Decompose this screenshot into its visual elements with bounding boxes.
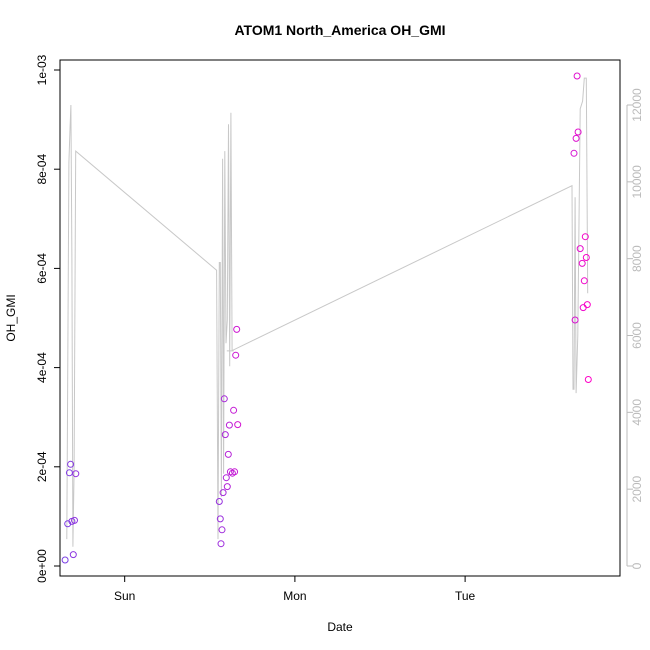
x-tick-label: Tue (455, 589, 476, 603)
data-point (573, 72, 581, 80)
data-point (576, 245, 584, 253)
points-layer (61, 72, 592, 564)
data-point (570, 149, 578, 157)
x-axis-label: Date (327, 620, 353, 634)
y-tick-label: 2e-04 (35, 451, 49, 482)
altitude-line-layer (66, 77, 589, 547)
data-point (583, 301, 591, 309)
data-point (584, 376, 592, 383)
right-axis-tick-label: 12000 (630, 88, 644, 122)
data-point (571, 316, 579, 324)
right-axis-tick-label: 10000 (630, 165, 644, 199)
data-point (72, 470, 80, 478)
y-tick-label: 6e-04 (35, 253, 49, 284)
data-point (222, 474, 230, 482)
plot-frame (59, 59, 621, 577)
data-point (234, 421, 242, 429)
data-point (232, 351, 240, 359)
right-axis-tick-label: 2000 (630, 475, 644, 502)
x-tick-label: Sun (114, 589, 135, 603)
data-point (65, 469, 73, 477)
y-axis: 0e+00 2e-04 4e-04 6e-04 8e-04 1e-03 (35, 54, 60, 583)
data-point (233, 325, 241, 333)
data-point (231, 468, 239, 476)
right-axis-tick-label: 0 (630, 562, 644, 569)
right-axis: 0 2000 4000 6000 8000 10000 12000 (626, 88, 644, 569)
data-point (582, 254, 590, 261)
data-point (216, 515, 224, 523)
chart-title: ATOM1 North_America OH_GMI (234, 22, 445, 38)
data-point (574, 128, 582, 136)
right-axis-tick-label: 4000 (630, 399, 644, 426)
data-point (223, 483, 231, 491)
data-point (580, 277, 588, 285)
data-point (67, 460, 75, 468)
data-point (230, 406, 238, 414)
right-axis-tick-label: 8000 (630, 245, 644, 272)
data-point (578, 259, 586, 267)
data-point (579, 304, 587, 312)
altitude-line (66, 77, 589, 547)
data-point (219, 489, 227, 497)
y-tick-label: 4e-04 (35, 352, 49, 383)
data-point (217, 540, 225, 548)
data-point (215, 498, 223, 505)
data-point (221, 431, 229, 439)
data-point (572, 134, 580, 142)
y-tick-label: 1e-03 (35, 54, 49, 85)
x-axis: Sun Mon Tue (114, 576, 476, 603)
data-point (581, 233, 589, 241)
data-point (69, 551, 77, 559)
data-point (61, 556, 69, 564)
data-point (218, 526, 226, 534)
right-axis-tick-label: 6000 (630, 322, 644, 349)
y-axis-label: OH_GMI (4, 294, 18, 341)
data-point (224, 450, 232, 458)
y-tick-label: 8e-04 (35, 154, 49, 185)
data-point (225, 421, 233, 429)
data-point (226, 468, 234, 476)
y-tick-label: 0e+00 (35, 549, 49, 583)
data-point (220, 395, 228, 403)
x-tick-label: Mon (283, 589, 306, 603)
data-point (71, 516, 78, 524)
